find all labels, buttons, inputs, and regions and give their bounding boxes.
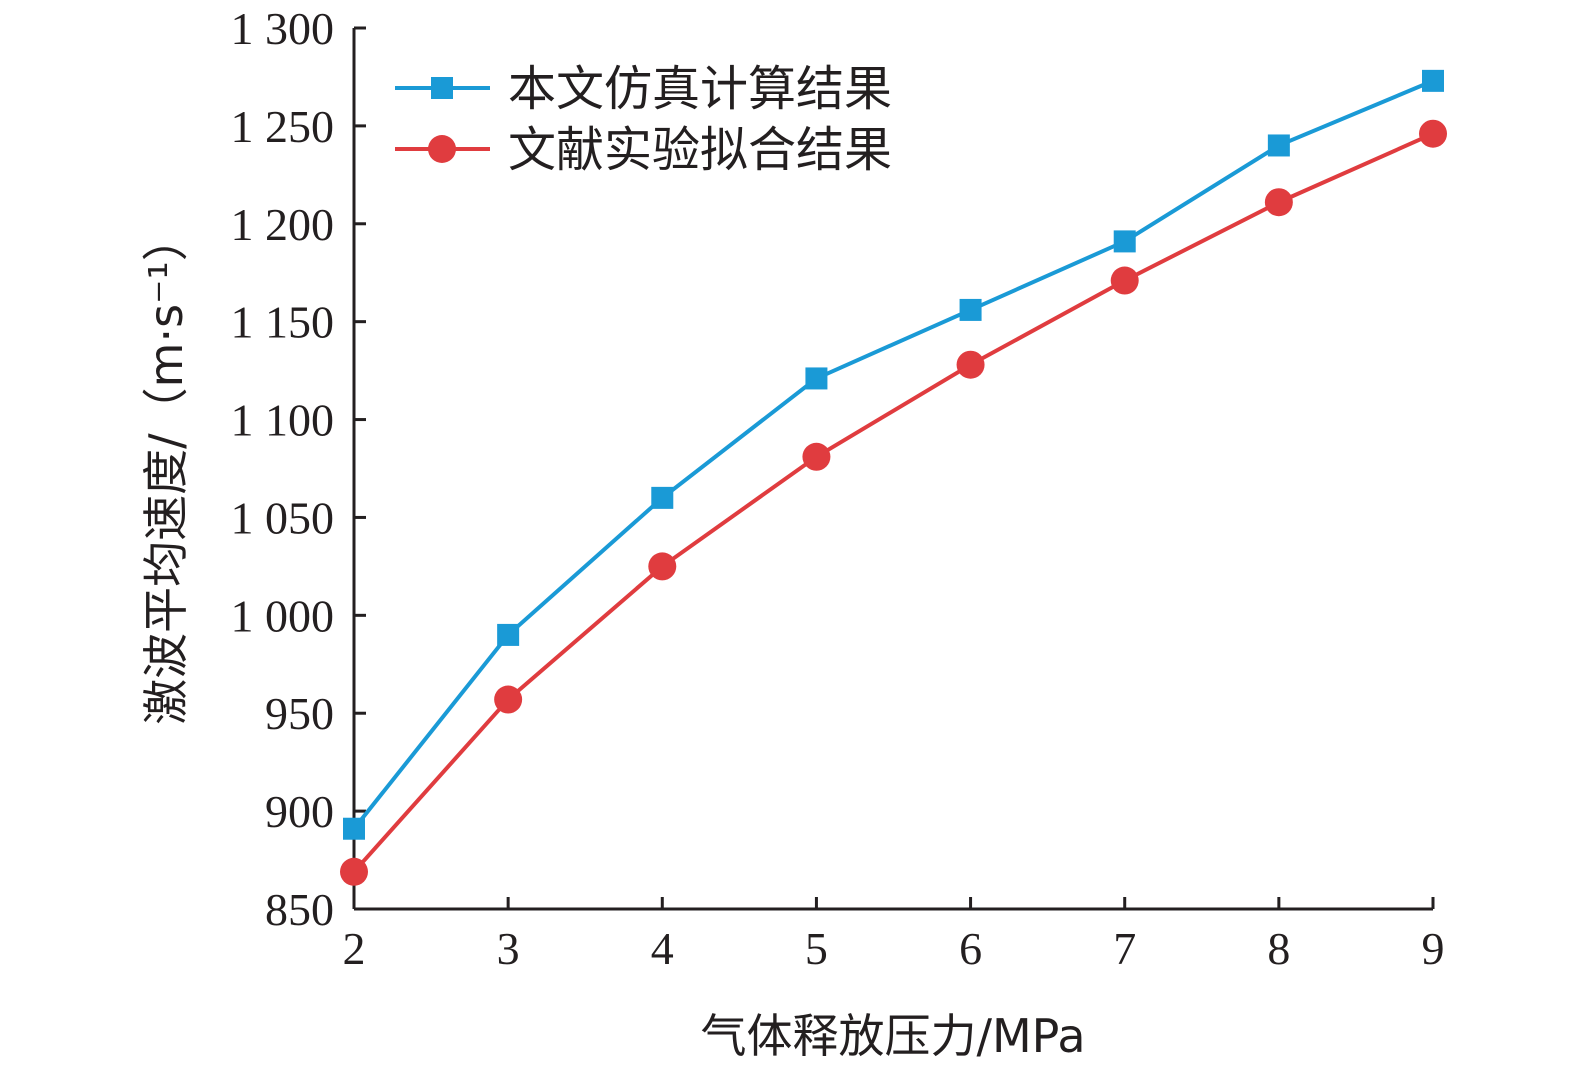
series-line bbox=[352, 79, 1434, 830]
legend-marker-circle bbox=[428, 135, 456, 163]
x-tick-label: 9 bbox=[1422, 923, 1445, 974]
y-tick-label: 950 bbox=[265, 688, 334, 739]
data-point-circle bbox=[956, 350, 985, 379]
series-layer bbox=[340, 69, 1447, 886]
data-point-circle bbox=[648, 552, 677, 581]
data-point-circle bbox=[494, 685, 523, 714]
data-point-circle bbox=[340, 857, 368, 886]
x-tick-label: 4 bbox=[651, 923, 674, 974]
y-tick-label: 1 300 bbox=[231, 3, 335, 54]
x-tick-label: 5 bbox=[805, 923, 828, 974]
data-point-square bbox=[959, 298, 982, 321]
y-axis-title: 激波平均速度/（m·s⁻¹） bbox=[139, 215, 193, 725]
legend-marker-square bbox=[431, 77, 453, 99]
x-axis-ticks: 2 3 4 5 6 7 8 9 bbox=[343, 897, 1445, 974]
series-2 bbox=[340, 119, 1447, 886]
data-point-circle bbox=[802, 442, 831, 471]
series-line bbox=[352, 131, 1434, 874]
data-point-square bbox=[805, 367, 828, 390]
data-point-circle bbox=[1264, 188, 1293, 217]
series-1 bbox=[343, 69, 1444, 840]
legend-label: 本文仿真计算结果 bbox=[508, 61, 892, 117]
y-tick-label: 850 bbox=[265, 884, 334, 935]
y-tick-label: 1 150 bbox=[231, 297, 335, 348]
data-point-square bbox=[1267, 134, 1290, 157]
y-tick-label: 1 100 bbox=[231, 395, 335, 446]
x-tick-label: 8 bbox=[1267, 923, 1290, 974]
y-tick-label: 1 250 bbox=[231, 101, 335, 152]
data-point-square bbox=[1422, 69, 1444, 92]
y-tick-label: 1 050 bbox=[231, 492, 335, 543]
data-point-square bbox=[1113, 230, 1136, 253]
data-point-square bbox=[343, 817, 365, 840]
y-tick-label: 1 200 bbox=[231, 199, 335, 250]
data-point-circle bbox=[1419, 119, 1447, 148]
x-tick-label: 6 bbox=[959, 923, 982, 974]
y-tick-label: 900 bbox=[265, 786, 334, 837]
y-axis-ticks: 850 900 950 1 000 1 050 1 100 1 150 1 200 1 250 1… bbox=[231, 3, 366, 935]
data-point-square bbox=[651, 486, 674, 509]
data-point-circle bbox=[1110, 266, 1139, 295]
data-point-square bbox=[497, 623, 520, 646]
x-tick-label: 2 bbox=[343, 923, 366, 974]
legend-label: 文献实验拟合结果 bbox=[508, 122, 892, 178]
x-tick-label: 3 bbox=[497, 923, 520, 974]
x-axis-title: 气体释放压力/MPa bbox=[700, 1009, 1085, 1063]
x-tick-label: 7 bbox=[1113, 923, 1136, 974]
y-tick-label: 1 000 bbox=[231, 590, 335, 641]
